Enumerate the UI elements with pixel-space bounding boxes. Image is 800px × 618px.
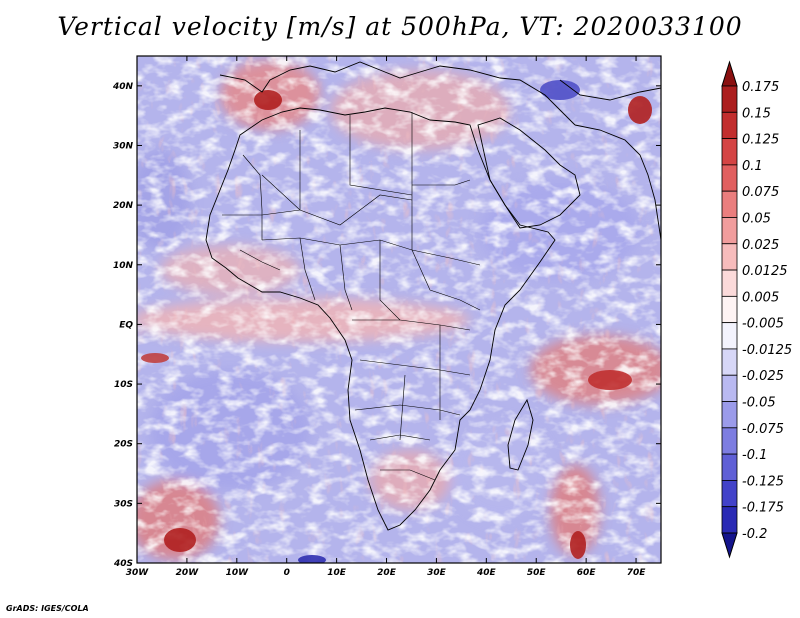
colorbar-label: 0.025: [742, 238, 779, 253]
colorbar-box: [721, 269, 738, 297]
colorbar-label: 0.05: [742, 211, 771, 226]
colorbar-box: [721, 111, 738, 139]
colorbar-label: -0.125: [742, 474, 784, 489]
colorbar-box: [721, 164, 738, 192]
lon-tick-label: 30E: [427, 568, 447, 578]
colorbar-label: 0.0125: [742, 264, 788, 279]
colorbar-label: 0.15: [742, 106, 771, 121]
colorbar-box: [721, 401, 738, 429]
colorbar: 0.175 0.15 0.125 0.1 0.075 0.05 0.025 0.0125 0.0…: [721, 60, 792, 559]
lon-tick-label: 40E: [476, 568, 497, 578]
lat-tick-label: 40N: [112, 82, 134, 92]
lat-tick-label: 10N: [113, 261, 134, 271]
lon-tick-label: 60E: [577, 568, 597, 578]
colorbar-label: 0.005: [742, 290, 779, 305]
colorbar-label: -0.1: [742, 448, 767, 463]
longitude-axis: 30W 20W 10W 0 10E 20E 30E 40E 50E 60E 70E: [126, 56, 646, 578]
colorbar-box: [721, 243, 738, 271]
colorbar-box: [721, 138, 738, 166]
footer-credit: GrADS: IGES/COLA: [6, 604, 89, 613]
colorbar-label: 0.175: [742, 80, 779, 95]
colorbar-box: [721, 295, 738, 324]
lat-tick-label: 30S: [114, 499, 133, 509]
colorbar-label: -0.0125: [742, 343, 792, 358]
lat-tick-label: EQ: [119, 320, 133, 330]
colorbar-box: [721, 374, 738, 402]
colorbar-box: [721, 217, 738, 245]
lon-tick-label: 70E: [627, 568, 647, 578]
colorbar-box: [721, 322, 738, 350]
colorbar-top-arrow: [721, 60, 738, 87]
colorbar-label: -0.175: [742, 501, 784, 516]
map-frame: [136, 55, 662, 564]
latitude-axis: 40N 30N 20N 10N EQ 10S 20S 30S 40S: [112, 82, 661, 569]
chart-title: Vertical velocity [m/s] at 500hPa, VT: 2…: [57, 12, 743, 41]
colorbar-box: [721, 427, 738, 455]
lon-tick-label: 10E: [327, 568, 347, 578]
lon-tick-label: 50E: [527, 568, 547, 578]
colorbar-box: [721, 453, 738, 481]
lon-tick-label: 10W: [226, 568, 250, 578]
lon-tick-label: 20E: [377, 568, 397, 578]
coastlines: [205, 61, 661, 531]
lat-tick-label: 20S: [114, 440, 133, 450]
colorbar-bottom-arrow: [721, 532, 738, 559]
colorbar-label: -0.025: [742, 369, 784, 384]
lat-tick-label: 40S: [113, 559, 133, 569]
vertical-velocity-field: [137, 56, 661, 563]
colorbar-label: 0.125: [742, 133, 779, 148]
colorbar-box: [721, 480, 738, 508]
colorbar-box: [721, 506, 738, 534]
colorbar-label: -0.2: [742, 527, 767, 542]
colorbar-label: 0.1: [742, 159, 763, 174]
lat-tick-label: 30N: [113, 141, 134, 151]
lon-tick-label: 30W: [126, 568, 150, 578]
colorbar-box: [721, 190, 738, 218]
colorbar-label: -0.05: [742, 396, 776, 411]
lon-tick-label: 20W: [176, 568, 200, 578]
colorbar-box: [721, 85, 738, 113]
lon-tick-label: 0: [284, 568, 290, 578]
colorbar-label: 0.075: [742, 185, 779, 200]
country-borders: [222, 112, 481, 481]
colorbar-label: -0.075: [742, 422, 784, 437]
lat-tick-label: 10S: [114, 380, 133, 390]
colorbar-box: [721, 348, 738, 376]
colorbar-label: -0.005: [742, 317, 784, 332]
lat-tick-label: 20N: [113, 201, 134, 211]
